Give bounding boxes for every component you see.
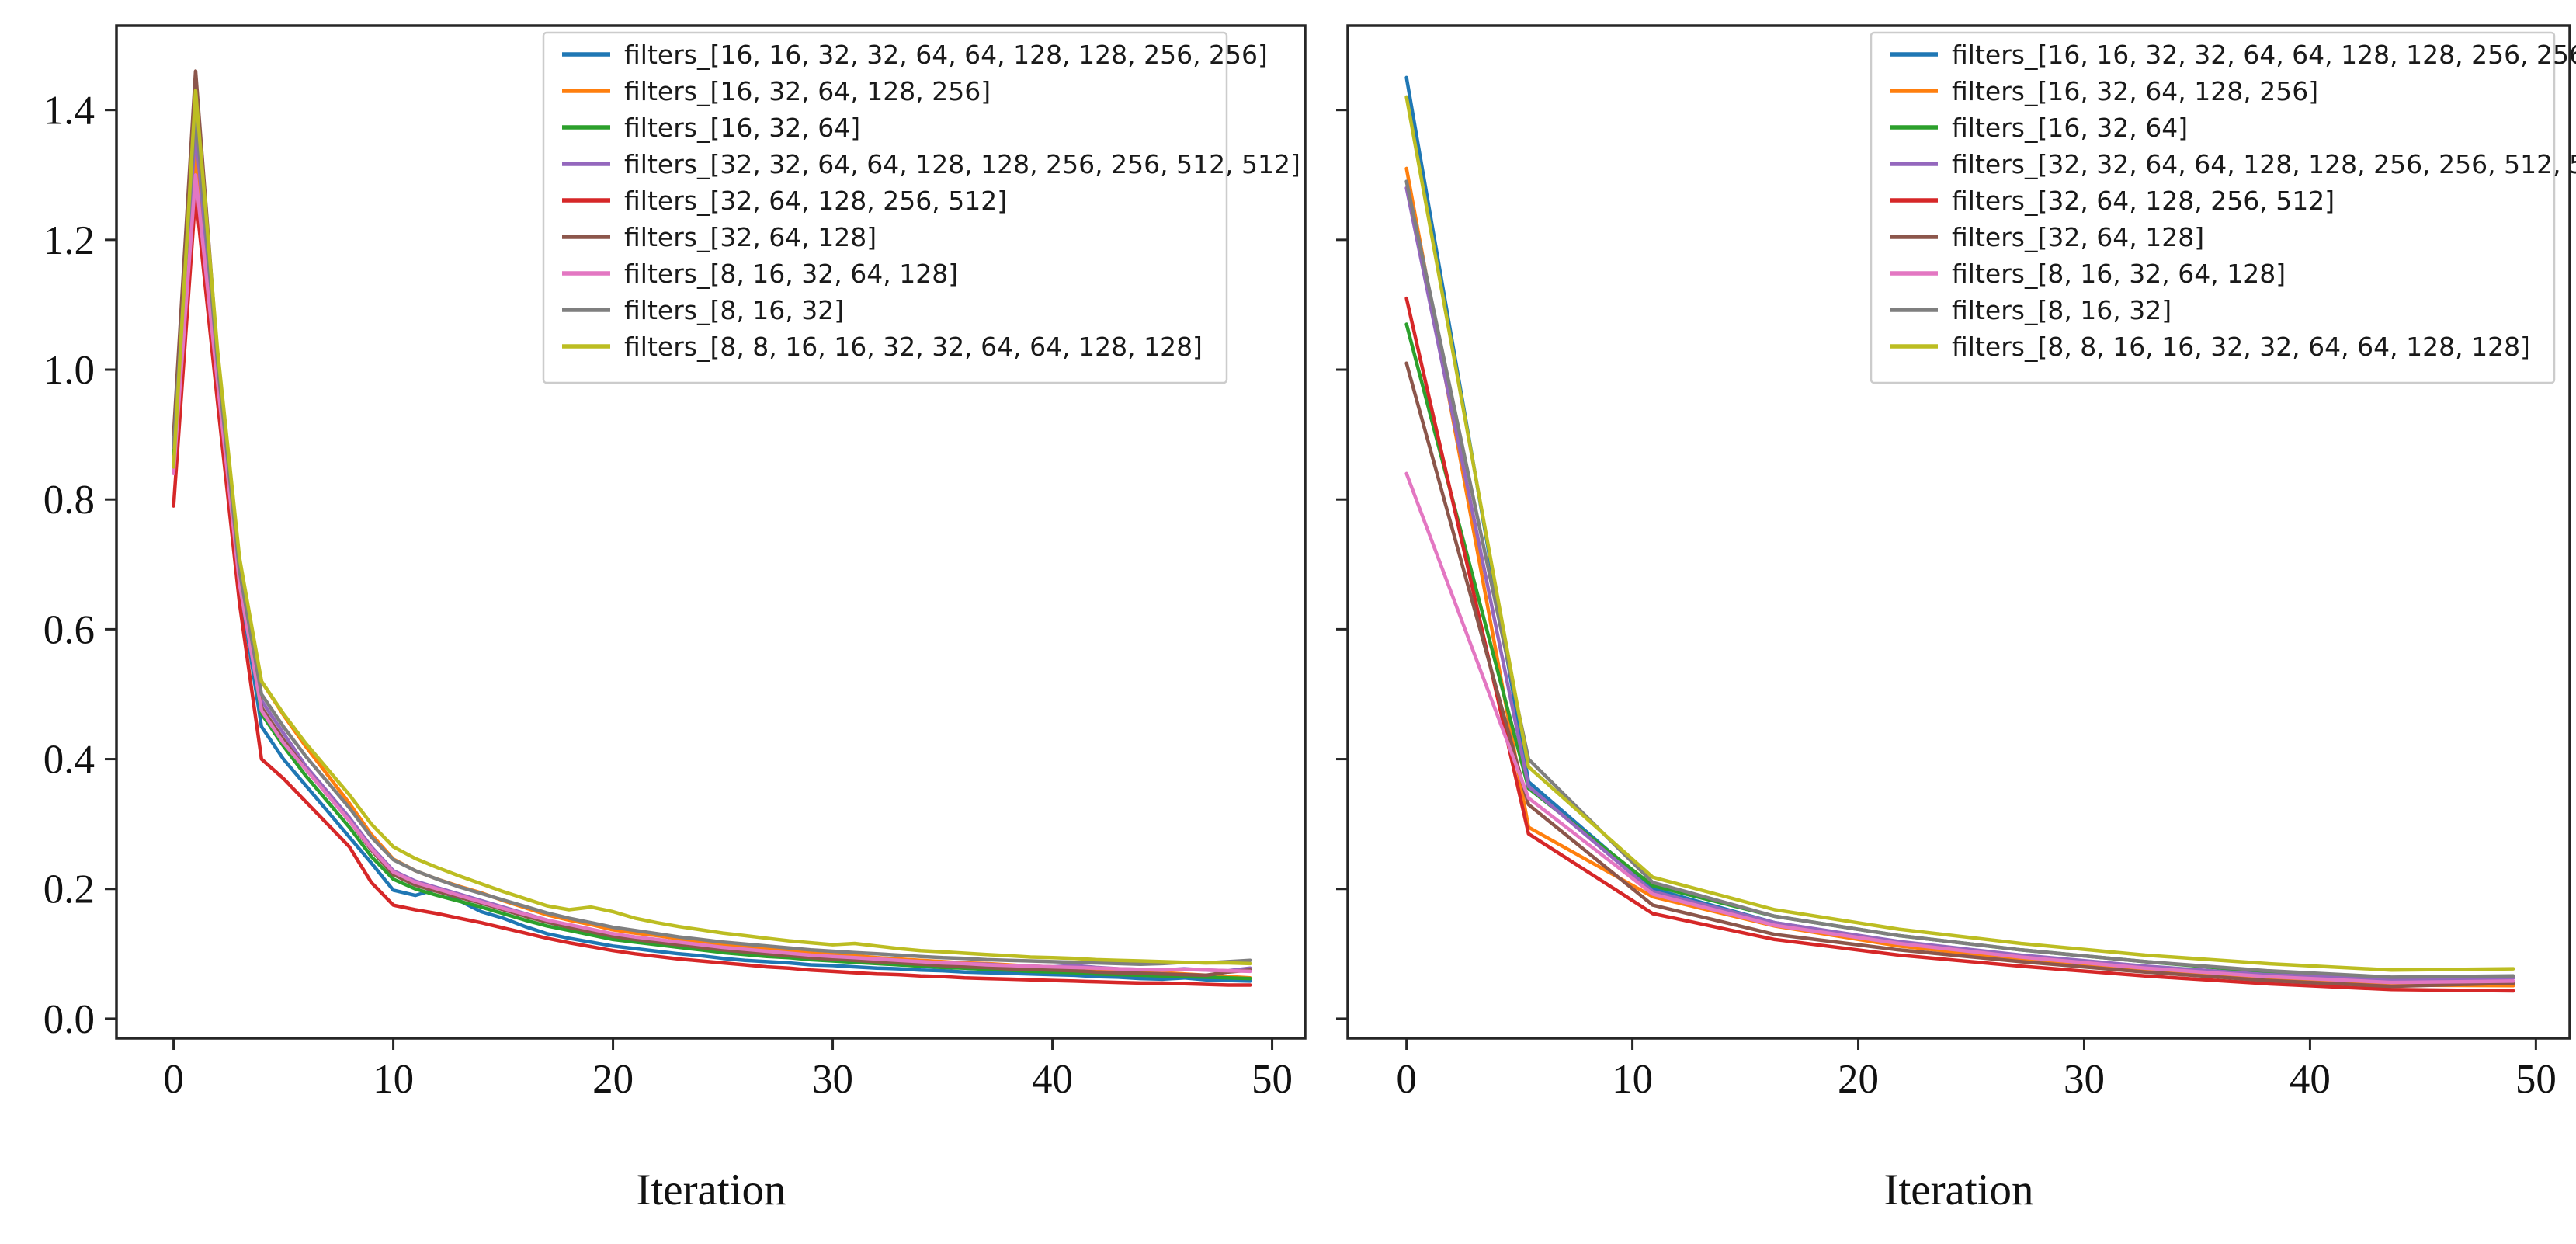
y-tick-label: 0.2 bbox=[43, 867, 95, 912]
series-line-6 bbox=[172, 173, 1252, 974]
y-tick-label: 1.4 bbox=[43, 89, 95, 134]
legend-label: filters_[16, 16, 32, 32, 64, 64, 128, 12… bbox=[624, 40, 1268, 70]
series-line-4 bbox=[172, 193, 1252, 987]
y-tick-label: 1.0 bbox=[43, 348, 95, 393]
legend-label: filters_[32, 64, 128, 256, 512] bbox=[1952, 186, 2335, 216]
legend-label: filters_[32, 32, 64, 64, 128, 128, 256, … bbox=[1952, 149, 2576, 179]
x-axis-label-left: Iteration bbox=[636, 1166, 786, 1214]
series-line-0 bbox=[172, 108, 1252, 983]
right-plot-area: 0 10 20 30 40 50 filters_[16, 16, 32, 32, 64, … bbox=[1336, 24, 2576, 1102]
series-line-5 bbox=[1404, 361, 2515, 989]
legend-label: filters_[16, 32, 64] bbox=[624, 113, 860, 143]
x-tick-label: 40 bbox=[2290, 1057, 2331, 1102]
axes-frame bbox=[115, 24, 1307, 1040]
legend-label: filters_[8, 16, 32] bbox=[1952, 295, 2172, 325]
y-tick-label: 0.8 bbox=[43, 478, 95, 523]
y-tick-label: 1.2 bbox=[43, 218, 95, 263]
x-tick-label: 20 bbox=[1838, 1057, 1879, 1102]
x-tick-label: 0 bbox=[163, 1057, 184, 1102]
legend-label: filters_[16, 16, 32, 32, 64, 64, 128, 12… bbox=[1952, 40, 2576, 70]
x-tick-label: 30 bbox=[812, 1057, 853, 1102]
series-line-8 bbox=[1404, 95, 2515, 972]
left-legend: filters_[16, 16, 32, 32, 64, 64, 128, 12… bbox=[542, 31, 1300, 384]
y-tick-label: 0.6 bbox=[43, 607, 95, 652]
series-line-2 bbox=[1404, 322, 2515, 984]
x-axis-label-right: Iteration bbox=[1883, 1166, 2034, 1214]
legend-label: filters_[16, 32, 64, 128, 256] bbox=[1952, 76, 2318, 106]
left-plot-area: 0 10 20 30 40 50 0.0 0.2 0.4 0.6 0.8 1.0 1.2 1.4 filte… bbox=[43, 24, 1307, 1102]
legend-label: filters_[8, 16, 32, 64, 128] bbox=[1952, 259, 2286, 289]
legend-frame bbox=[1870, 31, 2556, 384]
legend-label: filters_[8, 16, 32, 64, 128] bbox=[624, 259, 958, 289]
x-tick-label: 30 bbox=[2064, 1057, 2105, 1102]
legend-label: filters_[8, 16, 32] bbox=[624, 295, 844, 325]
x-tick-label: 50 bbox=[2515, 1057, 2557, 1102]
series-line-8 bbox=[172, 89, 1252, 966]
series-line-6 bbox=[1404, 471, 2515, 985]
legend-label: filters_[32, 64, 128] bbox=[1952, 222, 2204, 252]
legend-label: filters_[32, 64, 128, 256, 512] bbox=[624, 186, 1007, 216]
legend-label: filters_[8, 8, 16, 16, 32, 32, 64, 64, 1… bbox=[624, 332, 1203, 362]
series-line-3 bbox=[1404, 186, 2515, 982]
legend-frame bbox=[542, 31, 1228, 384]
series-line-7 bbox=[172, 108, 1252, 966]
series-line-2 bbox=[172, 121, 1252, 981]
series-line-4 bbox=[1404, 296, 2515, 993]
y-tick-label: 0.4 bbox=[43, 738, 95, 783]
x-tick-label: 20 bbox=[592, 1057, 634, 1102]
y-tick-label: 0.0 bbox=[43, 997, 95, 1042]
legend-label: filters_[16, 32, 64, 128, 256] bbox=[624, 76, 991, 106]
axes-frame bbox=[1346, 24, 2571, 1040]
x-tick-label: 10 bbox=[1612, 1057, 1653, 1102]
legend-label: filters_[8, 8, 16, 16, 32, 32, 64, 64, 1… bbox=[1952, 332, 2530, 362]
legend-label: filters_[16, 32, 64] bbox=[1952, 113, 2188, 143]
right-legend: filters_[16, 16, 32, 32, 64, 64, 128, 12… bbox=[1870, 31, 2576, 384]
x-tick-label: 0 bbox=[1396, 1057, 1417, 1102]
x-tick-label: 40 bbox=[1032, 1057, 1073, 1102]
x-tick-label: 10 bbox=[373, 1057, 414, 1102]
legend-label: filters_[32, 64, 128] bbox=[624, 222, 877, 252]
legend-label: filters_[32, 32, 64, 64, 128, 128, 256, … bbox=[624, 149, 1300, 179]
x-tick-label: 50 bbox=[1252, 1057, 1293, 1102]
